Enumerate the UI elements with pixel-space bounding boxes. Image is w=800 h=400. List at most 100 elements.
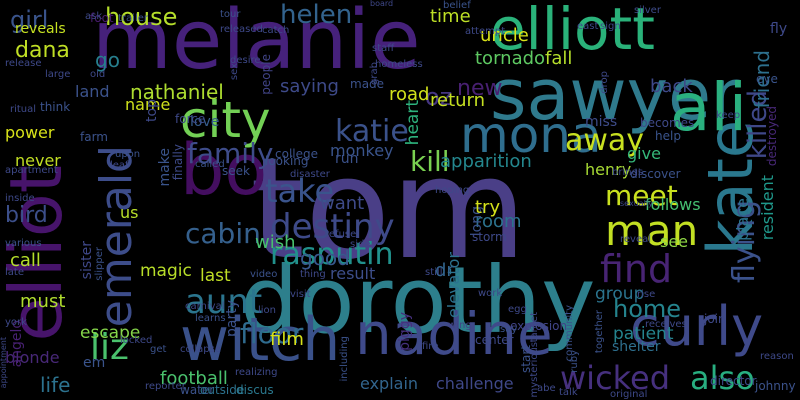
word-sexually: sexually bbox=[620, 199, 653, 208]
word-called: called bbox=[195, 159, 225, 170]
word-dr: dr bbox=[435, 260, 454, 281]
word-tom: tom bbox=[250, 128, 527, 291]
word-find: find bbox=[600, 247, 673, 291]
word-inside: inside bbox=[5, 193, 35, 204]
word-follows: follows bbox=[645, 195, 701, 214]
word-discus: discus bbox=[236, 383, 274, 397]
word-rasputin: rasputin bbox=[270, 237, 394, 272]
word-silver: silver bbox=[634, 5, 661, 16]
word-melanie: melanie bbox=[92, 0, 421, 88]
word-late: late bbox=[5, 267, 24, 278]
word-grab: grab bbox=[369, 62, 380, 85]
word-oz: oz bbox=[425, 83, 453, 111]
word-try: try bbox=[475, 197, 501, 218]
word-fall: fall bbox=[545, 48, 573, 69]
word-desire: desire bbox=[230, 55, 261, 66]
word-challenge: challenge bbox=[436, 374, 514, 393]
word-bird: bird bbox=[5, 203, 48, 228]
word-farm: farm bbox=[80, 130, 108, 144]
word-trailer: trailer bbox=[118, 13, 148, 24]
word-ali: ali bbox=[670, 69, 748, 146]
word-disaster: disaster bbox=[290, 169, 330, 180]
word-back: back bbox=[650, 76, 693, 97]
word-original: original bbox=[610, 389, 648, 400]
word-football: football bbox=[160, 368, 228, 389]
word-good: good bbox=[300, 246, 350, 270]
word-nadine: nadine bbox=[355, 300, 553, 368]
word-katie: katie bbox=[335, 114, 409, 149]
word-name: name bbox=[125, 95, 171, 114]
word-apparition: apparition bbox=[440, 151, 532, 172]
word-made: made bbox=[350, 77, 385, 91]
word-sign: sign bbox=[600, 21, 621, 32]
word-curly: curly bbox=[630, 295, 764, 358]
word-learns: learns bbox=[195, 313, 226, 324]
word-destroyed: destroyed bbox=[765, 106, 779, 167]
word-miss: miss bbox=[585, 114, 618, 130]
word-belief: belief bbox=[443, 0, 471, 11]
word-monkey: monkey bbox=[330, 141, 394, 160]
word-floor: floor bbox=[240, 317, 304, 350]
word-never: never bbox=[15, 151, 61, 170]
word-heart: heart bbox=[403, 100, 423, 146]
word-think: think bbox=[40, 100, 71, 114]
word-becomes: becomes bbox=[640, 116, 695, 130]
word-life: life bbox=[40, 373, 71, 397]
word-return: return bbox=[430, 90, 486, 111]
word-abe: abe bbox=[537, 383, 556, 394]
word-explain: explain bbox=[360, 374, 419, 393]
word-home: home bbox=[613, 295, 682, 323]
word-fire: fire bbox=[422, 341, 439, 352]
word-college: college bbox=[275, 147, 318, 161]
word-lion: lion bbox=[258, 305, 277, 316]
word-refuse: refuse bbox=[325, 229, 357, 240]
word-make: make bbox=[157, 148, 173, 187]
word-must: must bbox=[20, 291, 66, 312]
word-homeless: homeless bbox=[375, 59, 423, 70]
word-storm: storm bbox=[472, 230, 507, 244]
word-nathaniel: nathaniel bbox=[130, 80, 224, 104]
word-finally: finally bbox=[171, 144, 185, 181]
word-piggy: piggy bbox=[397, 312, 413, 351]
word-staff: staff bbox=[372, 43, 395, 54]
word-visit: visit bbox=[290, 289, 311, 300]
word-wicked: wicked bbox=[560, 359, 671, 397]
word-tour: tour bbox=[220, 9, 241, 20]
word-board: board bbox=[370, 0, 394, 8]
word-go: go bbox=[95, 48, 120, 72]
word-wish: wish bbox=[255, 232, 296, 253]
word-escape: escape bbox=[80, 323, 141, 343]
word-talk: talk bbox=[559, 387, 578, 398]
word-cabin: cabin bbox=[185, 217, 261, 250]
word-place: place bbox=[733, 198, 752, 242]
word-leaf: leaf bbox=[110, 160, 129, 171]
word-discover: discover bbox=[630, 167, 681, 181]
word-city: city bbox=[180, 91, 271, 149]
word-catch: catch bbox=[262, 25, 290, 36]
word-land: land bbox=[75, 82, 110, 101]
word-including: including bbox=[339, 336, 350, 382]
word-keep: keep bbox=[716, 110, 741, 121]
word-realizing: realizing bbox=[235, 367, 278, 378]
word-still: still bbox=[425, 267, 443, 278]
word-wing: wing bbox=[448, 320, 472, 331]
word-ritual: ritual bbox=[10, 104, 37, 115]
word-patient: patient bbox=[613, 324, 674, 344]
word-receives: receives bbox=[645, 319, 687, 330]
word-help: help bbox=[655, 129, 681, 143]
word-reveals: reveals bbox=[15, 21, 66, 37]
word-dana: dana bbox=[15, 38, 70, 63]
word-looking: looking bbox=[265, 154, 309, 168]
word-top: top bbox=[144, 99, 160, 122]
word-seek: seek bbox=[222, 164, 250, 178]
word-aunt: aunt bbox=[185, 282, 263, 322]
word-center: center bbox=[475, 333, 514, 347]
word-henry: henry bbox=[585, 160, 632, 179]
word-shelter: shelter bbox=[612, 339, 661, 355]
word-carnival: carnival bbox=[185, 301, 225, 312]
word-emerald: emerald bbox=[91, 145, 142, 328]
word-witch: witch bbox=[180, 305, 341, 375]
word-last: last bbox=[200, 266, 231, 286]
word-reporter: reporter bbox=[145, 381, 186, 392]
